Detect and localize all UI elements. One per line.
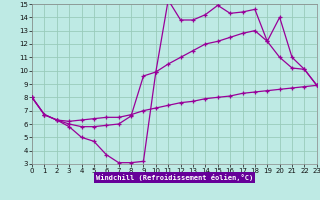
X-axis label: Windchill (Refroidissement éolien,°C): Windchill (Refroidissement éolien,°C) <box>96 174 253 181</box>
